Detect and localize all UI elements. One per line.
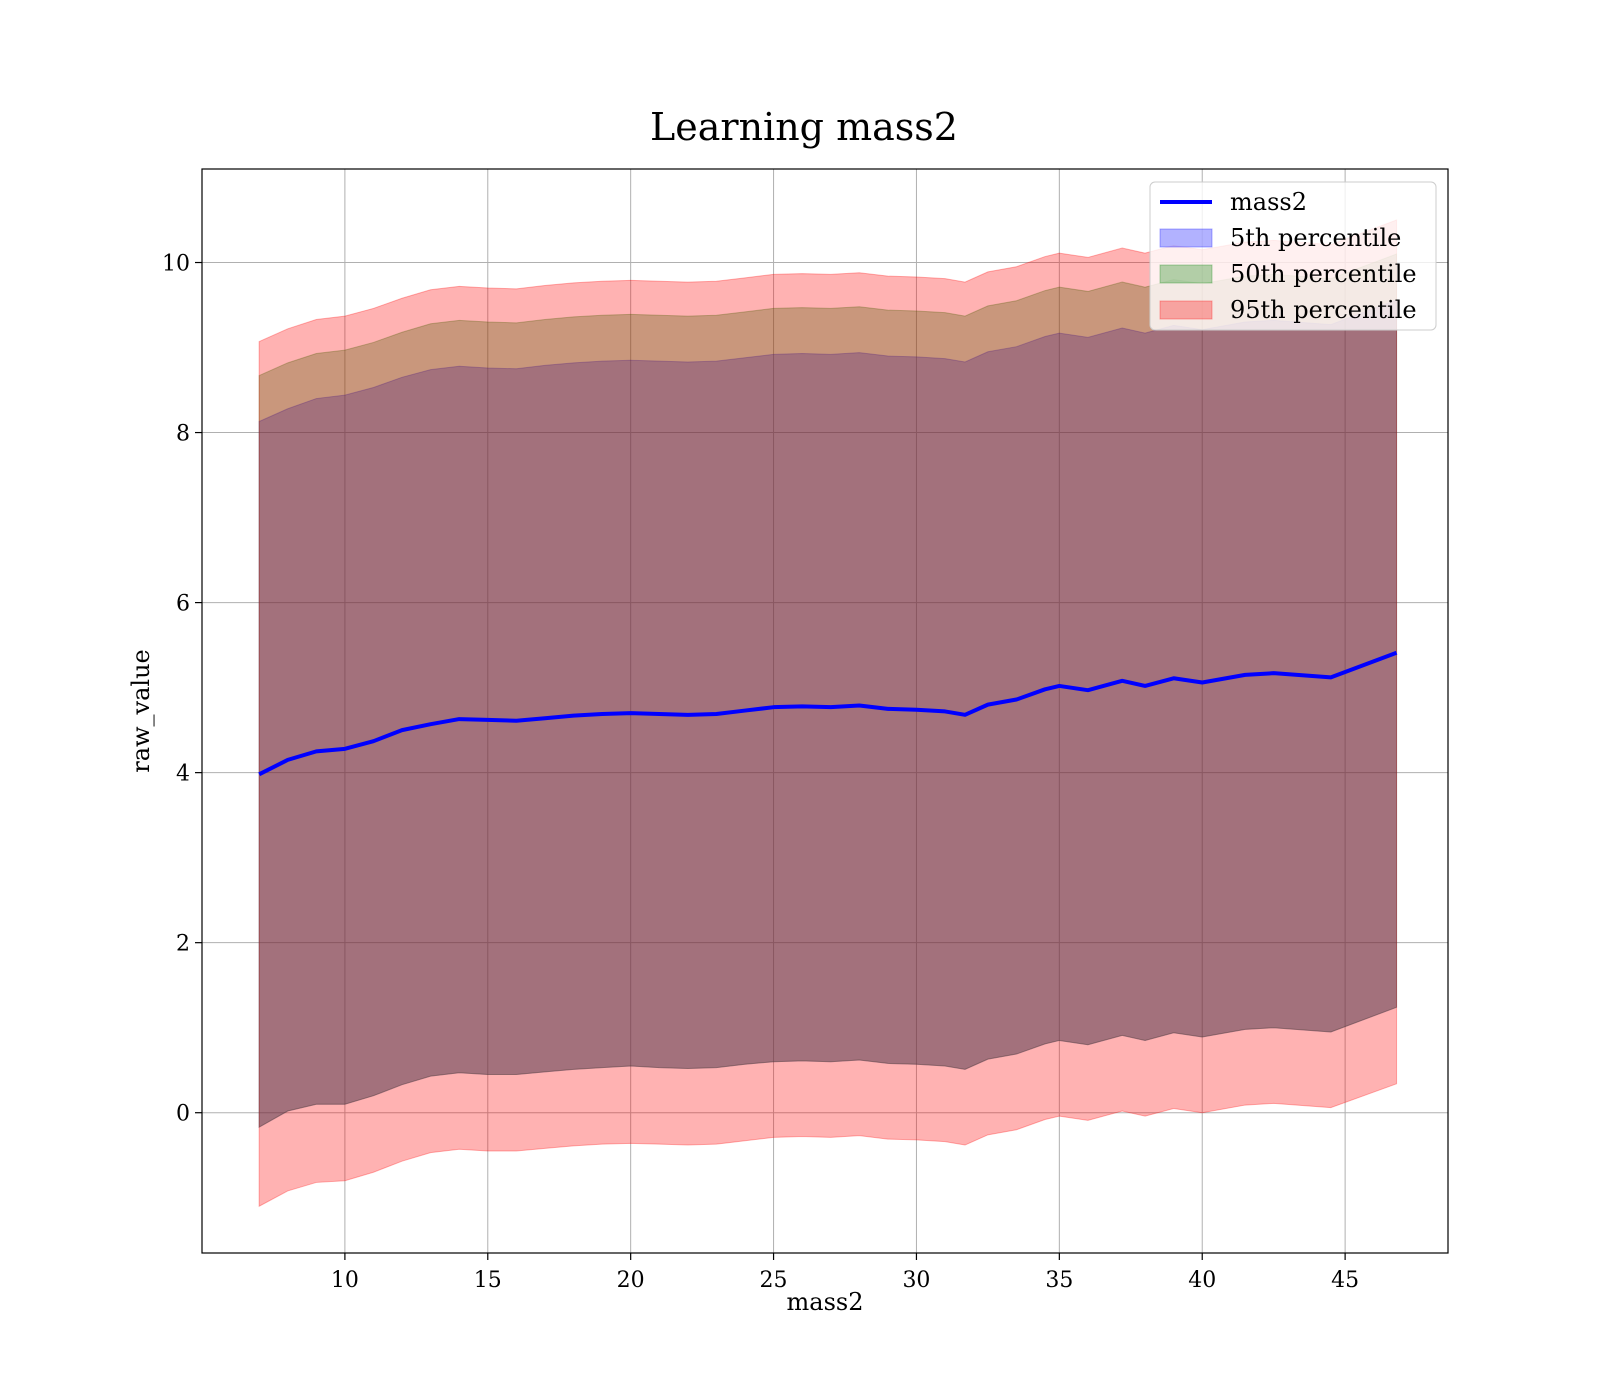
y-tick-label: 6 <box>176 592 190 617</box>
x-axis-ticks: 10 15 20 25 30 35 40 45 <box>331 1253 1359 1293</box>
legend-label: 5th percentile <box>1230 224 1401 252</box>
percentile-bands <box>258 219 1398 1208</box>
x-tick-label: 30 <box>902 1268 930 1293</box>
band-95th-percentile <box>258 219 1398 1208</box>
x-tick-label: 25 <box>760 1268 788 1293</box>
series-line-mass2 <box>258 650 1398 777</box>
y-tick-label: 2 <box>176 932 190 957</box>
x-tick-label: 20 <box>617 1268 645 1293</box>
legend-label: 50th percentile <box>1230 260 1417 288</box>
y-tick-label: 0 <box>176 1102 190 1127</box>
legend-swatch-patch <box>1159 228 1213 248</box>
x-tick-label: 35 <box>1045 1268 1073 1293</box>
y-axis-label: raw_value <box>127 649 155 773</box>
y-tick-label: 8 <box>176 422 190 447</box>
chart-title: Learning mass2 <box>650 105 958 149</box>
legend-box <box>1149 181 1437 331</box>
y-tick-label: 4 <box>176 762 190 787</box>
legend-swatch-patch <box>1159 300 1213 320</box>
plot-frame <box>201 168 1449 1254</box>
legend-label: mass2 <box>1230 188 1307 216</box>
legend-label: 95th percentile <box>1230 296 1417 324</box>
y-axis-ticks: 0 2 4 6 8 10 <box>162 252 202 1127</box>
x-axis-label: mass2 <box>787 1288 864 1316</box>
y-tick-label: 10 <box>162 252 190 277</box>
band-5th-percentile <box>258 299 1398 1129</box>
band-50th-percentile <box>258 253 1398 1129</box>
series-lines <box>258 650 1398 777</box>
x-tick-label: 10 <box>331 1268 359 1293</box>
legend-swatch-patch <box>1159 264 1213 284</box>
x-tick-label: 45 <box>1331 1268 1359 1293</box>
legend: mass2 5th percentile 50th percentile 95th p… <box>1149 181 1437 331</box>
x-tick-label: 40 <box>1188 1268 1216 1293</box>
x-tick-label: 15 <box>474 1268 502 1293</box>
